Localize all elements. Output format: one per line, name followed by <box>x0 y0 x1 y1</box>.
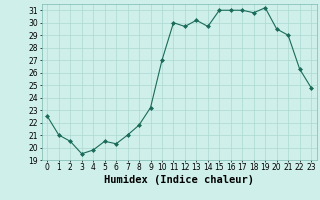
X-axis label: Humidex (Indice chaleur): Humidex (Indice chaleur) <box>104 175 254 185</box>
